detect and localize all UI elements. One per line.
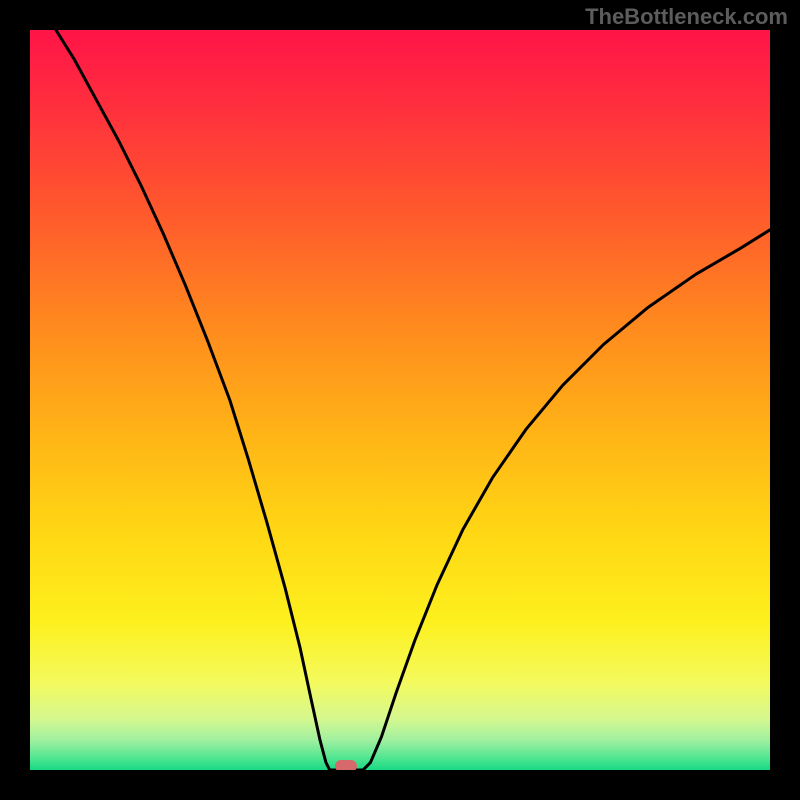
watermark-text: TheBottleneck.com — [585, 4, 788, 30]
chart-container: TheBottleneck.com — [0, 0, 800, 800]
bottleneck-marker — [335, 760, 357, 770]
curve-svg — [30, 30, 770, 770]
plot-area — [30, 30, 770, 770]
